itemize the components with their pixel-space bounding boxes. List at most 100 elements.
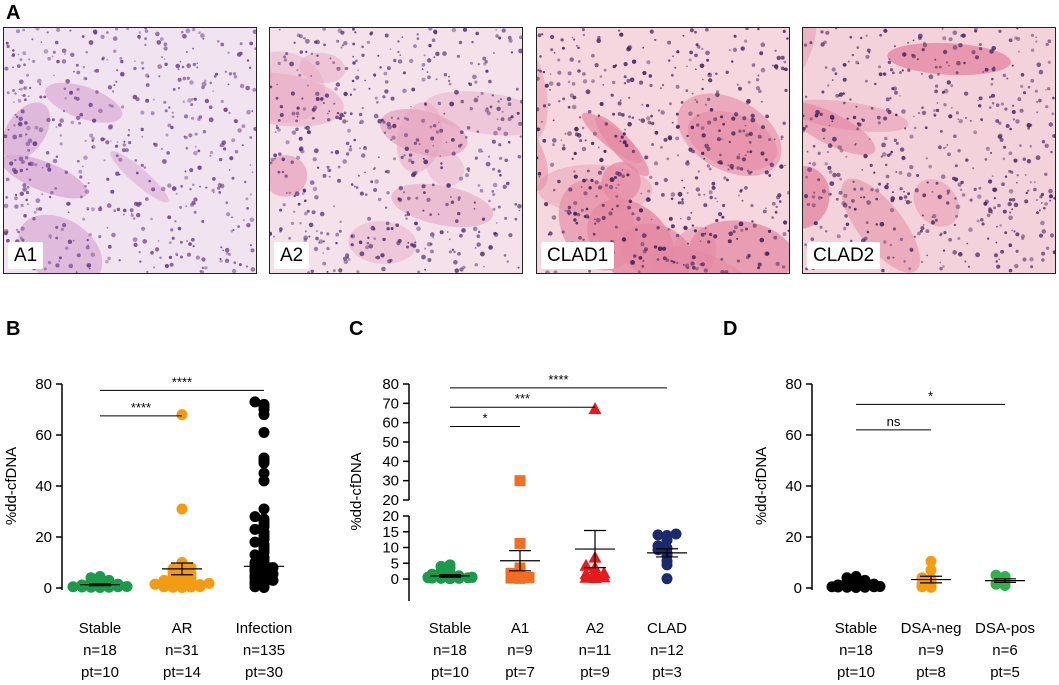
cell-nucleus	[428, 43, 432, 48]
cell-nucleus	[38, 127, 44, 133]
cell-nucleus	[620, 135, 624, 139]
cell-nucleus	[925, 157, 928, 160]
data-point	[990, 578, 1002, 590]
cell-nucleus	[413, 44, 417, 48]
cell-nucleus	[367, 216, 372, 221]
cell-nucleus	[429, 242, 433, 246]
cell-nucleus	[1036, 100, 1039, 103]
cell-nucleus	[115, 80, 118, 83]
cell-nucleus	[46, 117, 51, 123]
category-label: A2	[586, 620, 604, 637]
cell-nucleus	[709, 108, 714, 112]
cell-nucleus	[969, 198, 973, 202]
cell-nucleus	[163, 42, 168, 47]
cell-nucleus	[556, 82, 561, 87]
cell-nucleus	[653, 245, 658, 249]
cell-nucleus	[1048, 122, 1053, 127]
cell-nucleus	[491, 139, 496, 144]
cell-nucleus	[649, 122, 652, 125]
cell-nucleus	[828, 170, 833, 174]
cell-nucleus	[990, 82, 994, 86]
cell-nucleus	[105, 140, 110, 145]
tissue-region	[687, 110, 778, 171]
cell-nucleus	[84, 184, 87, 188]
cell-nucleus	[137, 34, 141, 39]
cell-nucleus	[223, 107, 228, 113]
cell-nucleus	[997, 134, 1002, 139]
cell-nucleus	[449, 101, 455, 107]
cell-nucleus	[910, 249, 914, 253]
cell-nucleus	[1035, 40, 1038, 43]
cell-nucleus	[877, 121, 881, 125]
cell-nucleus	[81, 165, 84, 168]
cell-nucleus	[989, 95, 992, 99]
cell-nucleus	[443, 73, 448, 77]
cell-nucleus	[285, 52, 289, 56]
cell-nucleus	[774, 210, 778, 214]
cell-nucleus	[101, 57, 105, 61]
cell-nucleus	[706, 58, 710, 62]
cell-nucleus	[335, 232, 340, 237]
cell-nucleus	[857, 62, 860, 65]
cell-nucleus	[506, 260, 510, 263]
cell-nucleus	[868, 138, 871, 140]
cell-nucleus	[361, 106, 364, 110]
cell-nucleus	[675, 136, 680, 141]
cell-nucleus	[713, 117, 718, 122]
cell-nucleus	[901, 109, 906, 114]
cell-nucleus	[928, 164, 932, 169]
cell-nucleus	[281, 157, 286, 162]
cell-nucleus	[432, 145, 435, 147]
histology-image-a2: A2	[269, 27, 523, 274]
cell-nucleus	[414, 221, 418, 226]
cell-nucleus	[462, 28, 468, 32]
cell-nucleus	[284, 174, 288, 178]
cell-nucleus	[107, 244, 112, 249]
cell-nucleus	[43, 49, 49, 54]
cell-nucleus	[43, 267, 47, 271]
data-point	[652, 529, 664, 541]
cell-nucleus	[233, 72, 236, 76]
cell-nucleus	[64, 170, 68, 174]
cell-nucleus	[14, 92, 17, 95]
cell-nucleus	[477, 184, 481, 187]
cell-nucleus	[229, 156, 234, 161]
cell-nucleus	[727, 239, 732, 244]
cell-nucleus	[313, 117, 315, 119]
cell-nucleus	[430, 249, 434, 254]
cell-nucleus	[903, 195, 908, 199]
cell-nucleus	[964, 260, 967, 263]
cell-nucleus	[382, 120, 386, 124]
cell-nucleus	[160, 147, 163, 150]
cell-nucleus	[138, 201, 142, 206]
cell-nucleus	[184, 135, 188, 140]
cell-nucleus	[310, 75, 313, 77]
cell-nucleus	[676, 50, 680, 54]
cell-nucleus	[252, 88, 256, 92]
cell-nucleus	[952, 30, 958, 35]
cell-nucleus	[715, 72, 718, 76]
cell-nucleus	[727, 164, 730, 167]
cell-nucleus	[376, 255, 380, 260]
cell-nucleus	[305, 50, 308, 53]
cell-nucleus	[146, 270, 149, 273]
cell-nucleus	[1002, 73, 1007, 78]
cell-nucleus	[397, 40, 400, 43]
cell-nucleus	[342, 119, 347, 124]
cell-nucleus	[930, 220, 936, 225]
cell-nucleus	[190, 103, 194, 107]
cell-nucleus	[931, 216, 934, 219]
cell-nucleus	[120, 71, 125, 77]
cell-nucleus	[731, 116, 736, 121]
cell-nucleus	[386, 66, 391, 71]
cell-nucleus	[690, 125, 695, 130]
cell-nucleus	[825, 30, 830, 35]
cell-nucleus	[458, 144, 462, 148]
cell-nucleus	[330, 151, 334, 154]
cell-nucleus	[213, 191, 215, 194]
cell-nucleus	[246, 109, 251, 115]
cell-nucleus	[164, 62, 168, 66]
cell-nucleus	[661, 84, 665, 87]
cell-nucleus	[595, 195, 598, 198]
cell-nucleus	[999, 224, 1002, 227]
